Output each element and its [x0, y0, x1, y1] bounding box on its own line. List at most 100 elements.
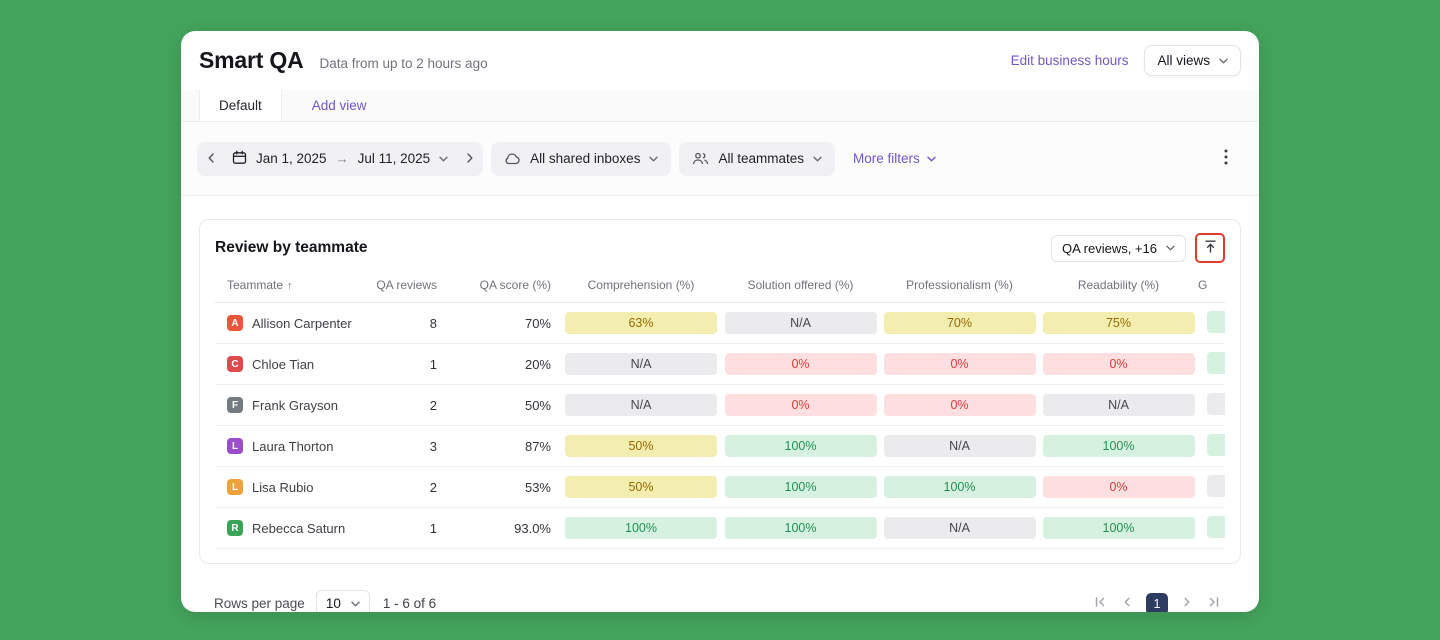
metric-pill: 100% — [724, 435, 877, 457]
qa-score-cell: 93.0% — [447, 507, 561, 549]
metric-dropdown-label: QA reviews, +16 — [1061, 240, 1157, 256]
metric-pill: 100% — [565, 517, 717, 539]
column-header-label: Comprehension (%) — [587, 278, 695, 292]
report-title: Review by teammate — [215, 239, 368, 256]
metric-pill: 0% — [883, 394, 1036, 416]
teammate-name: Rebecca Saturn — [252, 520, 346, 536]
report-header: Review by teammate QA reviews, +16 — [200, 220, 1240, 274]
header-actions: Edit business hours All views — [1011, 45, 1241, 76]
column-header-label: G — [1198, 278, 1208, 292]
rows-per-page-label: Rows per page — [214, 596, 305, 611]
column-header-label: Professionalism (%) — [906, 278, 1013, 292]
chevron-down-icon — [351, 601, 360, 607]
metric-pill-clipped — [1207, 474, 1225, 497]
metric-pill: N/A — [724, 312, 877, 334]
metric-pill-clipped — [1207, 515, 1225, 538]
column-header-label: Teammate — [227, 278, 284, 292]
last-page-button[interactable] — [1202, 592, 1226, 613]
metric-pill: N/A — [883, 517, 1036, 539]
metric-pill-clipped — [1207, 351, 1225, 374]
date-prev-button[interactable] — [197, 142, 224, 176]
metric-pill: 100% — [724, 476, 877, 498]
table-row[interactable]: R Rebecca Saturn 1 93.0% 100% 100% N/A 100% — [215, 507, 1225, 549]
export-button[interactable] — [1198, 236, 1222, 260]
qa-score-cell: 87% — [447, 425, 561, 467]
column-header[interactable]: QA reviews — [355, 274, 447, 303]
avatar: A — [227, 315, 243, 331]
column-header-label: Solution offered (%) — [747, 278, 854, 292]
date-range-button[interactable]: Jan 1, 2025 → Jul 11, 2025 — [224, 150, 456, 168]
metric-pill: 63% — [565, 312, 717, 334]
table-body: A Allison Carpenter 8 70% 63% N/A 70% 75% C Chloe… — [215, 302, 1225, 549]
metric-pill: 0% — [724, 394, 877, 416]
kebab-menu-icon — [1224, 149, 1228, 168]
teammate-name: Allison Carpenter — [252, 315, 352, 331]
more-options-button[interactable] — [1213, 146, 1239, 172]
column-header[interactable]: Teammate ↑ — [215, 274, 355, 303]
teammates-filter[interactable]: All teammates — [679, 141, 835, 176]
all-views-dropdown[interactable]: All views — [1144, 45, 1241, 76]
metric-pill: 75% — [1042, 312, 1195, 334]
chevron-left-icon — [208, 151, 214, 166]
qa-score-cell: 70% — [447, 302, 561, 344]
avatar: L — [227, 479, 243, 495]
next-page-button[interactable] — [1175, 592, 1199, 613]
chevron-down-icon — [649, 156, 659, 162]
last-page-icon — [1207, 595, 1221, 612]
date-next-button[interactable] — [456, 142, 483, 176]
qa-score-cell: 50% — [447, 384, 561, 426]
first-page-button[interactable] — [1088, 592, 1112, 613]
metric-pill-clipped — [1207, 433, 1225, 456]
table-row[interactable]: A Allison Carpenter 8 70% 63% N/A 70% 75% — [215, 302, 1225, 344]
table-row[interactable]: L Lisa Rubio 2 53% 50% 100% 100% 0% — [215, 466, 1225, 508]
chevron-down-icon — [1219, 58, 1228, 64]
chevron-down-icon — [813, 156, 822, 162]
metric-pill: N/A — [565, 394, 717, 416]
more-filters-button[interactable]: More filters — [853, 151, 936, 166]
calendar-icon — [232, 150, 247, 168]
table-row[interactable]: F Frank Grayson 2 50% N/A 0% 0% N/A — [215, 384, 1225, 426]
column-header-label: QA reviews — [376, 278, 437, 292]
report-actions: QA reviews, +16 — [1050, 233, 1225, 263]
metric-pill: 100% — [724, 517, 877, 539]
report-table: Teammate ↑ QA reviews QA score (%) Comprehen… — [215, 274, 1225, 549]
edit-business-hours-link[interactable]: Edit business hours — [1010, 53, 1129, 68]
metric-pill: 0% — [1042, 476, 1195, 498]
add-view-button[interactable]: Add view — [311, 98, 367, 113]
qa-reviews-cell: 8 — [355, 302, 447, 344]
previous-page-button[interactable] — [1115, 592, 1139, 613]
review-by-teammate-card: Review by teammate QA reviews, +16 — [199, 219, 1241, 564]
metric-pill-clipped — [1207, 310, 1225, 333]
qa-reviews-cell: 1 — [355, 507, 447, 549]
current-page-indicator[interactable]: 1 — [1146, 592, 1168, 612]
table-row[interactable]: C Chloe Tian 1 20% N/A 0% 0% 0% — [215, 343, 1225, 385]
column-header[interactable]: G — [1198, 274, 1225, 303]
avatar: C — [227, 356, 243, 372]
table-footer: Rows per page 10 1 - 6 of 6 — [199, 590, 1241, 612]
teammate-name: Laura Thorton — [252, 438, 334, 454]
shared-inboxes-label: All shared inboxes — [530, 151, 641, 166]
metric-dropdown[interactable]: QA reviews, +16 — [1050, 234, 1186, 262]
avatar: R — [227, 520, 243, 536]
chevron-right-icon — [466, 151, 473, 166]
column-header[interactable]: Readability (%) — [1039, 274, 1198, 303]
teammate-name: Frank Grayson — [252, 397, 338, 413]
people-icon — [692, 152, 709, 165]
data-freshness-note: Data from up to 2 hours ago — [319, 56, 488, 71]
first-page-icon — [1093, 595, 1107, 612]
column-header[interactable]: Solution offered (%) — [721, 274, 880, 303]
chevron-left-icon — [1120, 595, 1134, 612]
tab-default[interactable]: Default — [199, 90, 282, 121]
export-icon — [1203, 239, 1218, 257]
column-header[interactable]: Professionalism (%) — [880, 274, 1039, 303]
table-row[interactable]: L Laura Thorton 3 87% 50% 100% N/A 100% — [215, 425, 1225, 467]
view-tabs: Default Add view — [181, 90, 1259, 122]
column-header[interactable]: QA score (%) — [447, 274, 561, 303]
shared-inboxes-filter[interactable]: All shared inboxes — [491, 141, 672, 176]
column-header[interactable]: Comprehension (%) — [561, 274, 721, 303]
date-start-label: Jan 1, 2025 — [256, 151, 327, 166]
date-arrow: → — [335, 151, 349, 166]
metric-pill: 50% — [565, 435, 717, 457]
metric-pill: N/A — [883, 435, 1036, 457]
rows-per-page-select[interactable]: 10 — [315, 590, 370, 612]
